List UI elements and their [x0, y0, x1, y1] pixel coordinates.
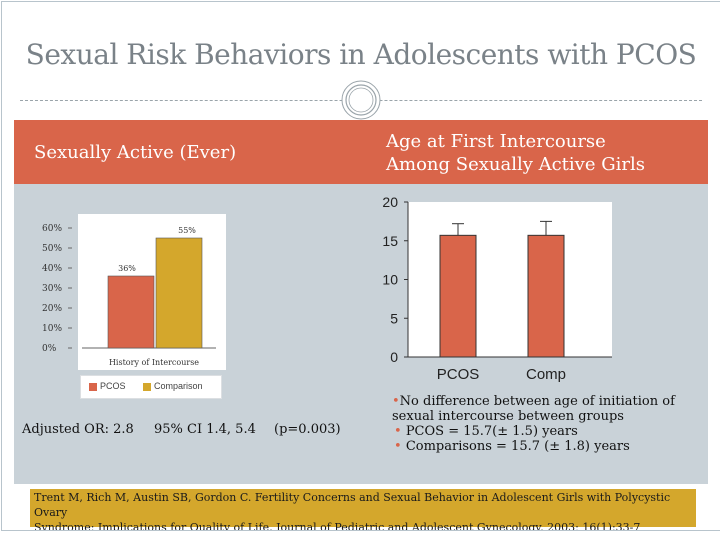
notes-lead-text: No difference between age of initiation … [392, 394, 675, 424]
notes-item-text: Comparisons = 15.7 (± 1.8) years [405, 439, 630, 454]
bar [439, 234, 477, 358]
y-tick-label: 50% [42, 244, 62, 254]
x-tick-label: Comp [526, 366, 566, 383]
legend-pcos-label: PCOS [100, 381, 126, 391]
x-tick-label: PCOS [437, 366, 480, 383]
notes-item: • Comparisons = 15.7 (± 1.8) years [392, 439, 702, 454]
right-heading-line2: Among Sexually Active Girls [386, 154, 645, 175]
y-tick-label: 40% [42, 264, 62, 274]
citation-line2: Syndrome: Implications for Quality of Li… [34, 521, 641, 531]
citation-line1: Trent M, Rich M, Austin SB, Gordon C. Fe… [34, 491, 671, 519]
x-axis-label: History of Intercourse [109, 358, 199, 367]
slide-title: Sexual Risk Behaviors in Adolescents wit… [25, 38, 697, 71]
notes-item-text: PCOS = 15.7(± 1.5) years [405, 424, 578, 439]
p-value: (p=0.003) [274, 422, 341, 437]
y-tick-label: 20 [382, 194, 398, 210]
slide: Sexual Risk Behaviors in Adolescents wit… [1, 1, 720, 531]
left-chart-heading: Sexually Active (Ever) [34, 142, 237, 163]
notes-lead: •No difference between age of initiation… [392, 394, 702, 424]
bar [107, 275, 155, 349]
left-chart-legend: PCOS Comparison [80, 375, 222, 399]
legend-comparison-swatch [143, 383, 151, 391]
y-tick-label: 10% [42, 324, 62, 334]
citation: Trent M, Rich M, Austin SB, Gordon C. Fe… [30, 489, 696, 530]
right-chart-heading: Age at First Intercourse Among Sexually … [386, 130, 645, 176]
y-tick-label: 30% [42, 284, 62, 294]
y-tick-label: 0 [390, 349, 398, 365]
bullet-icon: • [394, 424, 402, 439]
data-label: 55% [178, 226, 196, 235]
data-label: 36% [118, 264, 136, 273]
y-tick-label: 10 [382, 272, 398, 288]
bullet-icon: • [394, 439, 402, 454]
y-tick-label: 60% [42, 224, 62, 234]
y-tick-label: 5 [390, 310, 398, 326]
adjusted-or: Adjusted OR: 2.8 [22, 422, 134, 437]
y-tick-label: 0% [42, 344, 57, 354]
bar [155, 237, 203, 349]
age-first-intercourse-chart: 0 5 10 15 20 PCOS Comp [382, 194, 612, 383]
legend-pcos-swatch [89, 383, 97, 391]
right-heading-line1: Age at First Intercourse [386, 131, 606, 152]
header-band [14, 120, 708, 184]
notes: •No difference between age of initiation… [392, 394, 702, 454]
y-tick-label: 20% [42, 304, 62, 314]
notes-item: • PCOS = 15.7(± 1.5) years [392, 424, 702, 439]
bullet-icon: • [392, 394, 400, 409]
bar [527, 234, 565, 358]
y-tick-label: 15 [382, 233, 398, 249]
plot-area [408, 202, 612, 357]
legend-comparison-label: Comparison [154, 381, 203, 391]
sexually-active-chart: 0% 10% 20% 30% 40% 50% 60% 36% 55% History of Int… [24, 200, 234, 400]
circle-ornament-icon [341, 80, 381, 120]
confidence-interval: 95% CI 1.4, 5.4 [154, 422, 256, 437]
